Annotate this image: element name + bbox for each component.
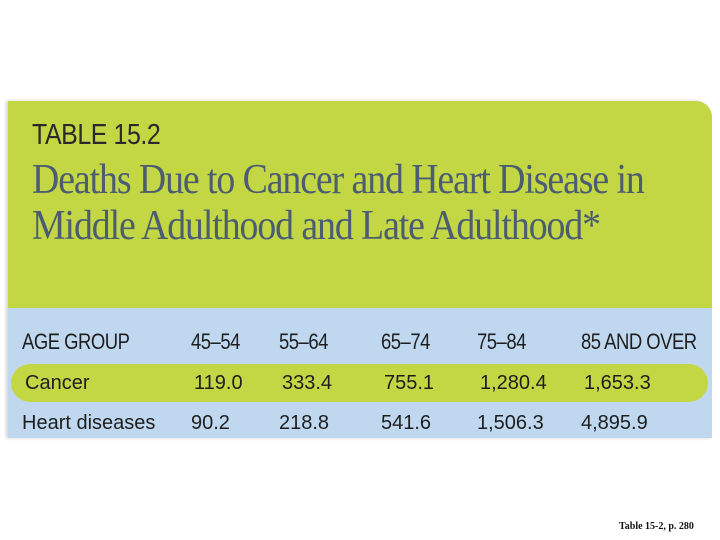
heart-value-55-64: 218.8 bbox=[279, 412, 330, 434]
cancer-value-65-74: 755.1 bbox=[384, 372, 435, 394]
column-header-85-and-over: 85 AND OVER bbox=[581, 329, 697, 354]
table-figure: TABLE 15.2 Deaths Due to Cancer and Hear… bbox=[8, 101, 712, 438]
slide-caption: Table 15-2, p. 280 bbox=[619, 521, 694, 532]
row-label-cancer: Cancer bbox=[25, 372, 90, 394]
table-row-cancer: Cancer 119.0 333.4 755.1 1,280.4 1,653.3 bbox=[11, 364, 708, 402]
cancer-value-45-54: 119.0 bbox=[194, 372, 243, 394]
table-header-panel: TABLE 15.2 Deaths Due to Cancer and Hear… bbox=[8, 101, 712, 308]
cancer-value-75-84: 1,280.4 bbox=[480, 372, 547, 394]
row-label-heart-diseases: Heart diseases bbox=[22, 412, 156, 434]
heart-value-45-54: 90.2 bbox=[191, 412, 230, 434]
table-row-heart-diseases: Heart diseases 90.2 218.8 541.6 1,506.3 … bbox=[8, 403, 712, 438]
column-header-age-group: AGE GROUP bbox=[22, 329, 130, 354]
column-header-75-84: 75–84 bbox=[477, 329, 526, 354]
column-header-45-54: 45–54 bbox=[191, 329, 240, 354]
heart-value-75-84: 1,506.3 bbox=[477, 412, 544, 434]
heart-value-65-74: 541.6 bbox=[381, 412, 432, 434]
column-header-row: AGE GROUP 45–54 55–64 65–74 75–84 85 AND… bbox=[8, 322, 712, 362]
column-header-55-64: 55–64 bbox=[279, 329, 328, 354]
table-data-panel: AGE GROUP 45–54 55–64 65–74 75–84 85 AND… bbox=[8, 308, 712, 438]
cancer-value-85-and-over: 1,653.3 bbox=[584, 372, 651, 394]
table-number-label: TABLE 15.2 bbox=[32, 119, 161, 151]
column-header-65-74: 65–74 bbox=[381, 329, 430, 354]
cancer-value-55-64: 333.4 bbox=[282, 372, 333, 394]
table-title: Deaths Due to Cancer and Heart Disease i… bbox=[32, 157, 645, 249]
heart-value-85-and-over: 4,895.9 bbox=[581, 412, 648, 434]
